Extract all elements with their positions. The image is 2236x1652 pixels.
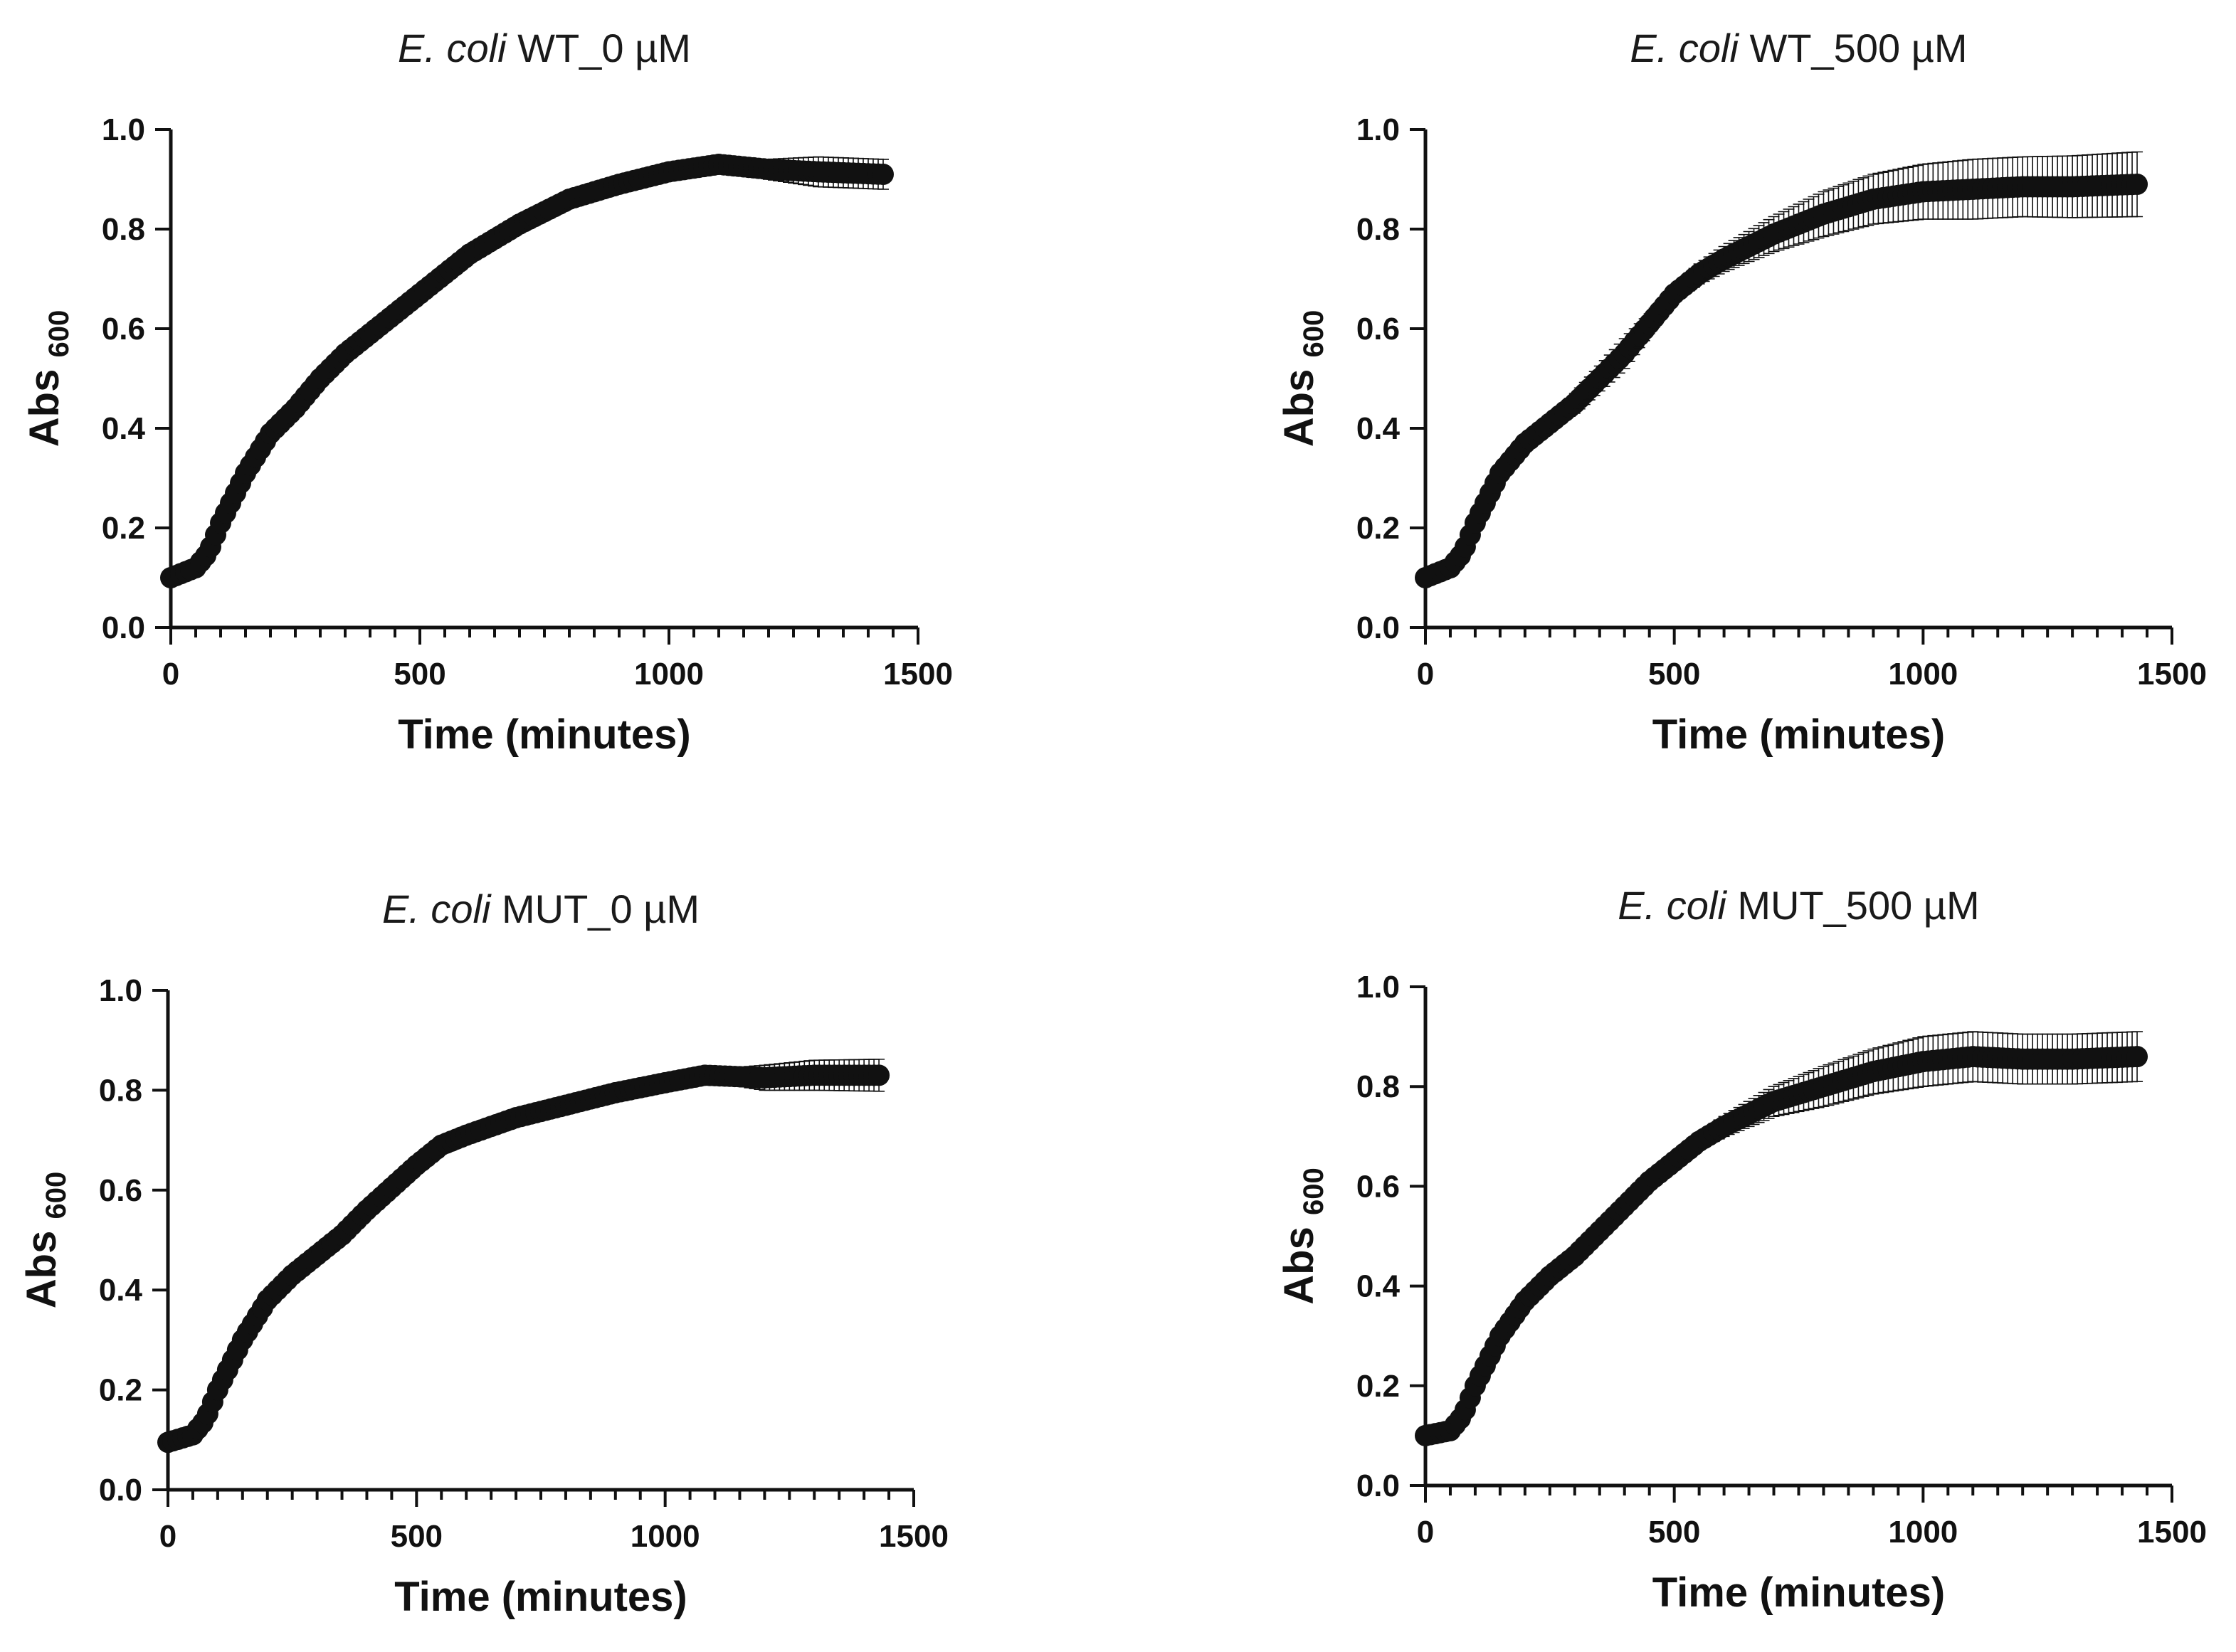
data-point	[872, 164, 894, 185]
x-axis-title: Time (minutes)	[398, 711, 690, 758]
y-tick-label: 0.2	[102, 511, 145, 546]
y-tick-label: 1.0	[99, 973, 142, 1008]
panel-mut-500um: E. coli MUT_500 µM Time (minutes) Abs 60…	[1276, 883, 2207, 1616]
y-axis-title-main: Abs	[1276, 369, 1322, 448]
y-axis-title-subscript: 600	[43, 310, 75, 358]
panel-title: E. coli MUT_500 µM	[1618, 883, 1979, 928]
y-tick-label: 0.0	[102, 610, 145, 645]
x-tick-label: 0	[1417, 1515, 1434, 1550]
x-tick-label: 1000	[1888, 657, 1958, 692]
y-axis-title-main: Abs	[21, 369, 68, 448]
data-point	[2126, 174, 2148, 195]
x-tick-label: 1500	[883, 657, 953, 692]
x-tick-label: 1500	[2137, 657, 2207, 692]
y-axis-title-main: Abs	[1276, 1227, 1322, 1305]
y-tick-label: 0.2	[1356, 1369, 1400, 1404]
y-tick-label: 1.0	[102, 112, 145, 147]
x-tick-label: 500	[1648, 657, 1700, 692]
x-axis-title: Time (minutes)	[1652, 711, 1945, 758]
x-tick-label: 1000	[631, 1519, 700, 1554]
title-species: E. coli	[398, 26, 507, 70]
y-tick-label: 0.6	[1356, 312, 1400, 346]
y-tick-label: 0.4	[1356, 1269, 1401, 1304]
panel-title: E. coli MUT_0 µM	[382, 886, 700, 931]
y-tick-label: 0.2	[1356, 511, 1400, 546]
y-tick-label: 0.0	[99, 1473, 142, 1508]
y-tick-label: 0.6	[1356, 1169, 1400, 1204]
panel-mut-0um: E. coli MUT_0 µM Time (minutes) Abs 600 …	[19, 886, 949, 1620]
y-axis-title: Abs 600	[1276, 1167, 1329, 1304]
panel-wt-500um: E. coli WT_500 µM Time (minutes) Abs 600…	[1276, 26, 2207, 758]
y-axis-title: Abs 600	[19, 1172, 72, 1308]
panel-title: E. coli WT_0 µM	[398, 26, 691, 70]
x-tick-label: 500	[394, 657, 445, 692]
title-species: E. coli	[1630, 26, 1739, 70]
title-condition: MUT_0 µM	[490, 886, 700, 931]
y-tick-label: 0.4	[1356, 411, 1401, 446]
title-species: E. coli	[382, 886, 492, 931]
data-series	[157, 1059, 890, 1454]
title-species: E. coli	[1618, 883, 1727, 928]
y-tick-label: 0.8	[102, 212, 145, 247]
x-tick-label: 1000	[634, 657, 704, 692]
y-tick-label: 0.0	[1356, 1468, 1400, 1503]
y-tick-label: 0.8	[1356, 1069, 1400, 1104]
x-tick-label: 0	[1417, 657, 1434, 692]
x-tick-label: 0	[162, 657, 179, 692]
data-point	[2126, 1046, 2148, 1068]
y-tick-label: 0.8	[99, 1073, 142, 1108]
data-point	[868, 1064, 890, 1086]
y-tick-label: 0.2	[99, 1373, 142, 1408]
y-tick-label: 0.0	[1356, 610, 1400, 645]
x-tick-label: 500	[1648, 1515, 1700, 1550]
y-tick-label: 1.0	[1356, 970, 1400, 1005]
x-tick-label: 1000	[1888, 1515, 1958, 1550]
y-tick-label: 0.4	[99, 1273, 143, 1308]
y-tick-label: 0.4	[102, 411, 146, 446]
y-axis-title-subscript: 600	[1298, 1167, 1329, 1215]
panel-title: E. coli WT_500 µM	[1630, 26, 1967, 70]
x-tick-label: 1500	[2137, 1515, 2207, 1550]
y-axis-title-subscript: 600	[1298, 310, 1329, 358]
title-condition: WT_0 µM	[507, 26, 691, 70]
y-axis-title: Abs 600	[1276, 310, 1329, 447]
title-condition: MUT_500 µM	[1726, 883, 1980, 928]
x-tick-label: 500	[391, 1519, 443, 1554]
y-tick-label: 0.6	[102, 312, 145, 346]
y-axis-title-subscript: 600	[41, 1172, 72, 1219]
data-series	[160, 154, 894, 588]
x-axis-title: Time (minutes)	[1652, 1569, 1945, 1616]
x-tick-label: 1500	[879, 1519, 949, 1554]
y-tick-label: 0.6	[99, 1173, 142, 1208]
panel-wt-0um: E. coli WT_0 µM Time (minutes) Abs 600 0…	[21, 26, 953, 758]
data-series	[1415, 1031, 2148, 1446]
data-series	[1415, 151, 2148, 588]
x-tick-label: 0	[159, 1519, 176, 1554]
y-axis-title-main: Abs	[19, 1231, 65, 1309]
x-axis-title: Time (minutes)	[394, 1574, 687, 1620]
y-tick-label: 1.0	[1356, 112, 1400, 147]
y-tick-label: 0.8	[1356, 212, 1400, 247]
y-axis-title: Abs 600	[21, 310, 75, 447]
title-condition: WT_500 µM	[1739, 26, 1968, 70]
